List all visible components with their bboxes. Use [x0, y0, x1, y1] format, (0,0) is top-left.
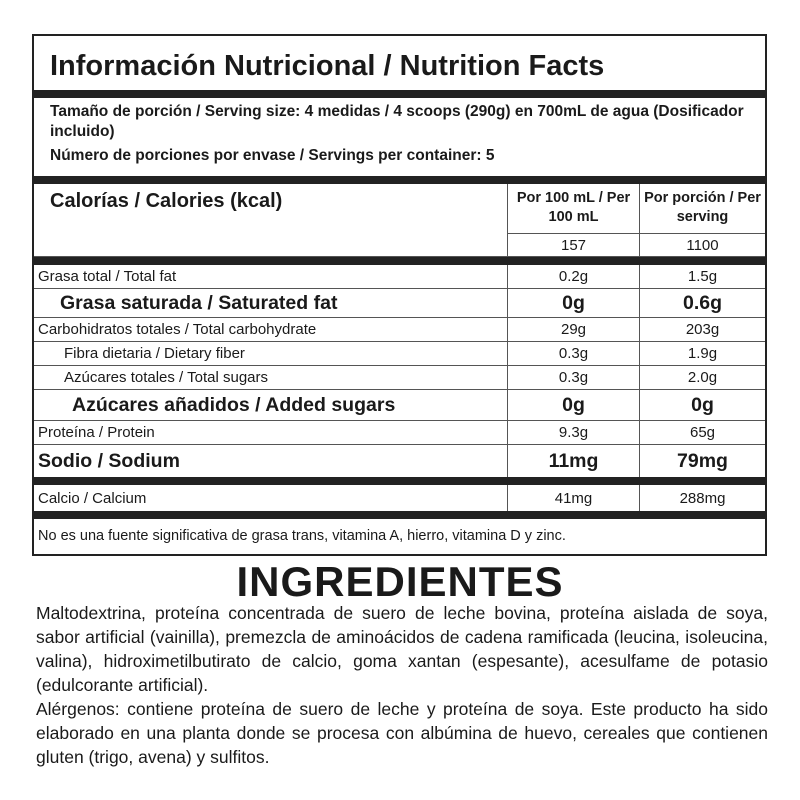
nutrient-row: Grasa total / Total fat 0.2g 1.5g — [34, 265, 765, 289]
nutrient-row: Fibra dietaria / Dietary fiber 0.3g 1.9g — [34, 342, 765, 366]
nutrient-perserving: 288mg — [679, 489, 726, 507]
nutrition-facts-table: Información Nutricional / Nutrition Fact… — [32, 34, 767, 556]
serving-size: Tamaño de porción / Serving size: 4 medi… — [50, 103, 744, 140]
ingredients-section: Maltodextrina, proteína concentrada de s… — [36, 601, 768, 769]
nutrient-label: Azúcares totales / Total sugars — [34, 366, 508, 389]
nutrient-perserving: 0g — [691, 393, 714, 416]
nutrient-perserving: 1.9g — [687, 345, 718, 362]
col-per100-header: Por 100 mL / Per 100 mL — [508, 184, 639, 234]
divider — [34, 477, 765, 485]
footnote: No es una fuente significativa de grasa … — [38, 528, 566, 544]
nutrient-label: Azúcares añadidos / Added sugars — [34, 390, 508, 420]
ingredients-title: INGREDIENTES — [236, 558, 564, 605]
nutrient-row: Proteína / Protein 9.3g 65g — [34, 421, 765, 445]
nutrient-row: Carbohidratos totales / Total carbohydra… — [34, 318, 765, 342]
nutrient-label: Proteína / Protein — [34, 421, 508, 444]
calories-perserving: 1100 — [686, 236, 719, 254]
nutrient-perserving: 79mg — [677, 449, 728, 472]
divider — [34, 176, 765, 184]
nutrient-row: Grasa saturada / Saturated fat 0g 0.6g — [34, 289, 765, 318]
nutrient-label: Calcio / Calcium — [34, 485, 508, 511]
nutrient-perserving: 0.6g — [682, 291, 723, 314]
label-title: Información Nutricional / Nutrition Fact… — [50, 50, 605, 82]
servings-per-container: Número de porciones por envase / Serving… — [50, 147, 495, 164]
nutrient-per100: 9.3g — [508, 421, 640, 444]
nutrient-per100: 29g — [508, 318, 640, 341]
nutrient-row: Azúcares añadidos / Added sugars 0g 0g — [34, 390, 765, 421]
col-perserving-header: Por porción / Per serving — [640, 184, 765, 234]
nutrient-perserving: 1.5g — [687, 268, 718, 285]
calories-per100: 157 — [560, 236, 587, 254]
nutrient-label: Grasa saturada / Saturated fat — [34, 289, 508, 317]
nutrient-row: Calcio / Calcium 41mg 288mg — [34, 485, 765, 511]
divider — [34, 511, 765, 519]
nutrient-per100: 0g — [508, 390, 640, 420]
ingredients-text: Maltodextrina, proteína concentrada de s… — [36, 603, 768, 695]
nutrient-perserving: 2.0g — [687, 369, 718, 386]
nutrient-row: Azúcares totales / Total sugars 0.3g 2.0g — [34, 366, 765, 390]
nutrient-label: Carbohidratos totales / Total carbohydra… — [34, 318, 508, 341]
nutrient-per100: 0.3g — [508, 366, 640, 389]
nutrient-label: Sodio / Sodium — [34, 445, 508, 477]
divider — [34, 257, 765, 265]
nutrient-per100: 0g — [508, 289, 640, 317]
nutrient-label: Grasa total / Total fat — [34, 265, 508, 288]
allergens-text: Alérgenos: contiene proteína de suero de… — [36, 699, 768, 767]
calories-row: Calorías / Calories (kcal) Por 100 mL / … — [34, 184, 765, 257]
calories-label: Calorías / Calories (kcal) — [34, 184, 508, 256]
nutrient-per100: 0.3g — [508, 342, 640, 365]
nutrient-per100: 0.2g — [508, 265, 640, 288]
nutrient-label: Fibra dietaria / Dietary fiber — [34, 342, 508, 365]
divider — [34, 90, 765, 98]
nutrient-per100: 11mg — [508, 445, 640, 477]
nutrient-per100: 41mg — [508, 485, 640, 511]
nutrient-row: Sodio / Sodium 11mg 79mg — [34, 445, 765, 477]
nutrient-perserving: 203g — [685, 321, 720, 338]
nutrient-perserving: 65g — [689, 424, 716, 441]
